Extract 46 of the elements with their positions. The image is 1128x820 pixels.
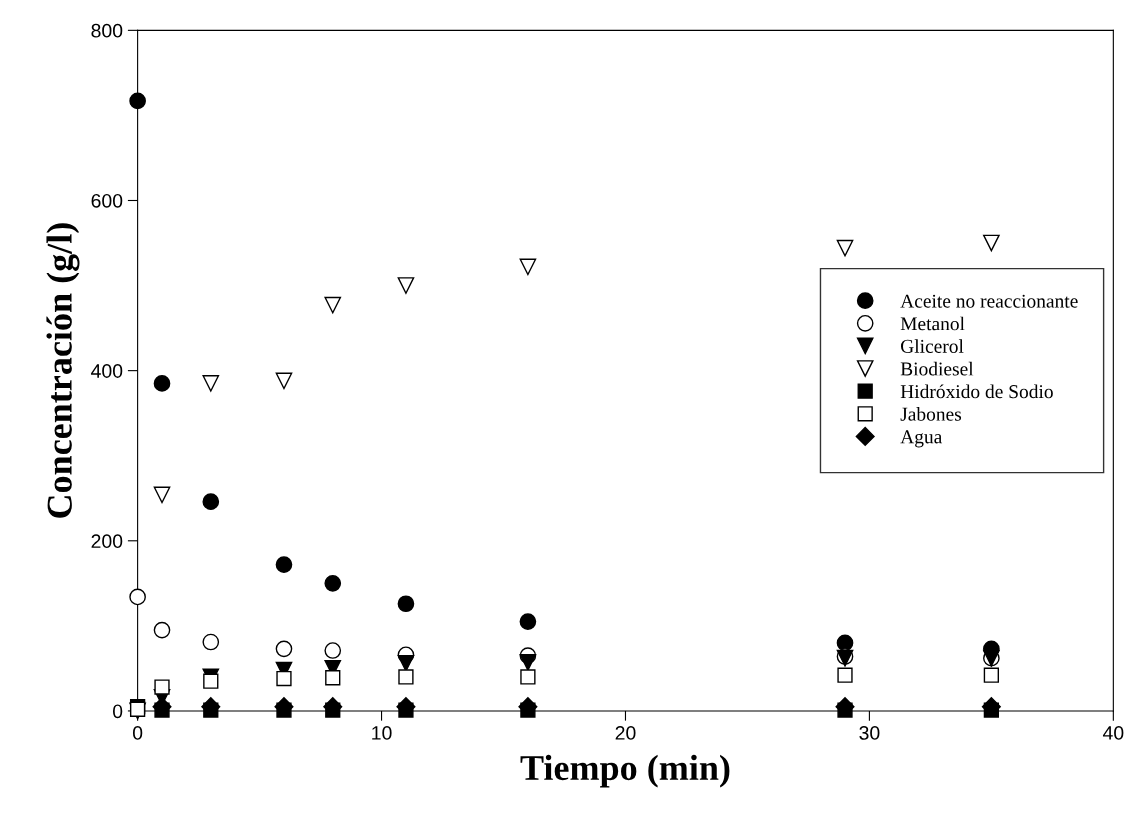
point (153, 621, 171, 639)
point (983, 234, 1000, 252)
point (836, 239, 854, 257)
y-tick-label: 0 (112, 704, 123, 719)
legend-label: Glicerol (900, 339, 964, 353)
point (324, 574, 342, 592)
point (519, 258, 537, 276)
x-tick-label: 40 (1102, 726, 1124, 740)
point (276, 670, 292, 687)
x-tick-label: 10 (372, 726, 392, 740)
point (275, 372, 293, 390)
point (275, 556, 293, 573)
point (397, 654, 415, 672)
y-tick-label: 600 (91, 193, 123, 208)
point (202, 633, 220, 651)
y-tick-label: 200 (91, 534, 123, 549)
point (153, 486, 171, 504)
point (983, 667, 1000, 683)
point (397, 595, 415, 613)
point (519, 613, 537, 630)
point (202, 493, 220, 510)
point (397, 277, 415, 294)
point (324, 642, 342, 659)
point (129, 588, 146, 606)
point (324, 296, 342, 314)
point (203, 673, 219, 689)
legend-label: Metanol (900, 316, 965, 331)
point (129, 92, 146, 110)
legend-label: Agua (900, 430, 943, 448)
x-tick-label: 20 (615, 726, 636, 740)
y-tick-label: 400 (91, 364, 123, 378)
point (275, 640, 293, 658)
x-axis-title: Tiempo (min) (520, 754, 730, 788)
point (202, 375, 220, 392)
point (519, 654, 537, 671)
point (154, 679, 170, 695)
x-tick-label: 30 (859, 726, 880, 740)
legend-label: Aceite no reaccionante (900, 294, 1078, 308)
legend-label: Jabones (900, 407, 962, 421)
y-tick-label: 800 (91, 23, 123, 38)
point (325, 670, 341, 686)
x-tick-label: 0 (132, 726, 143, 740)
legend-label: Biodiesel (900, 361, 974, 376)
y-axis-title: Concentración (g/l) (46, 223, 80, 518)
point (153, 375, 171, 392)
legend-label: Hidróxido de Sodio (900, 384, 1053, 399)
